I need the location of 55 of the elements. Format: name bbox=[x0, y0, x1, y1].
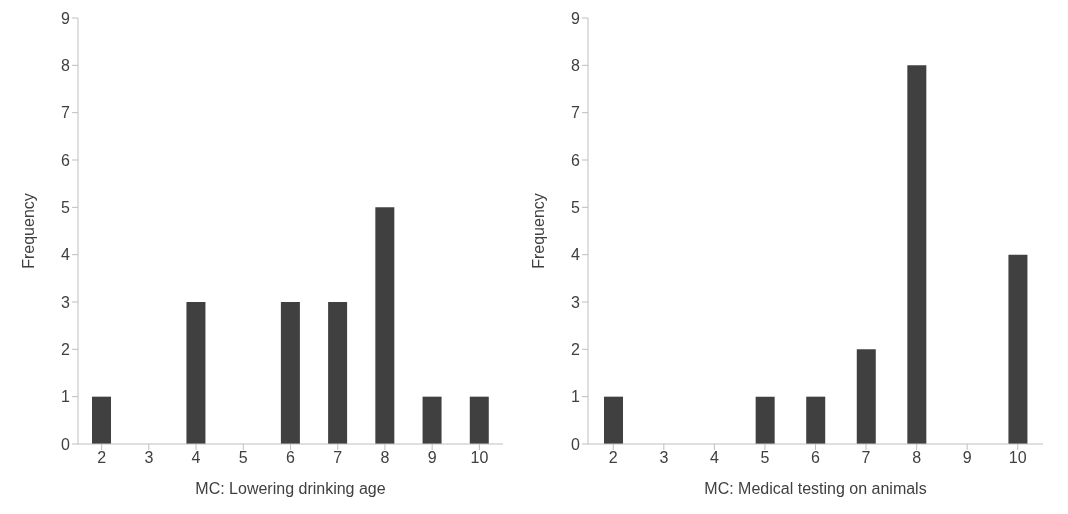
y-axis-title: Frequency bbox=[529, 193, 547, 269]
bar bbox=[328, 302, 348, 444]
bar bbox=[422, 396, 442, 444]
y-tick-label: 1 bbox=[571, 388, 581, 406]
x-tick-label: 6 bbox=[811, 449, 821, 467]
x-tick-label: 4 bbox=[191, 449, 201, 467]
y-tick-label: 0 bbox=[571, 435, 581, 453]
y-tick-label: 4 bbox=[61, 246, 71, 264]
y-tick-label: 7 bbox=[571, 104, 581, 122]
y-tick-label: 2 bbox=[61, 341, 71, 359]
y-tick-label: 2 bbox=[571, 341, 581, 359]
y-tick-label: 5 bbox=[61, 199, 71, 217]
bar bbox=[280, 302, 300, 444]
bar bbox=[1008, 254, 1028, 444]
x-tick-label: 2 bbox=[608, 449, 618, 467]
bar bbox=[375, 207, 395, 444]
y-tick-label: 6 bbox=[61, 151, 71, 169]
y-tick-label: 9 bbox=[61, 9, 71, 27]
y-tick-label: 8 bbox=[61, 57, 71, 75]
x-tick-label: 3 bbox=[659, 449, 669, 467]
y-tick-label: 0 bbox=[61, 435, 71, 453]
x-tick-label: 9 bbox=[962, 449, 972, 467]
x-tick-label: 4 bbox=[709, 449, 719, 467]
y-tick-label: 4 bbox=[571, 246, 581, 264]
x-tick-label: 9 bbox=[427, 449, 437, 467]
y-tick-label: 9 bbox=[571, 9, 581, 27]
x-tick-label: 3 bbox=[144, 449, 154, 467]
y-tick-label: 5 bbox=[571, 199, 581, 217]
bar bbox=[856, 349, 876, 444]
x-tick-label: 5 bbox=[760, 449, 770, 467]
bar bbox=[755, 396, 775, 444]
bar bbox=[92, 396, 111, 444]
y-tick-label: 3 bbox=[571, 293, 581, 311]
bar bbox=[604, 396, 623, 444]
x-tick-label: 7 bbox=[333, 449, 343, 467]
y-tick-label: 6 bbox=[571, 151, 581, 169]
bar bbox=[907, 65, 927, 444]
y-tick-label: 8 bbox=[571, 57, 581, 75]
y-tick-label: 1 bbox=[61, 388, 71, 406]
x-axis-title: MC: Lowering drinking age bbox=[195, 480, 386, 497]
bar bbox=[469, 396, 489, 444]
bar bbox=[806, 396, 826, 444]
x-tick-label: 7 bbox=[861, 449, 871, 467]
x-tick-label: 8 bbox=[380, 449, 390, 467]
bar bbox=[186, 302, 206, 444]
x-tick-label: 8 bbox=[912, 449, 922, 467]
x-tick-label: 6 bbox=[286, 449, 296, 467]
y-tick-label: 7 bbox=[61, 104, 71, 122]
x-axis-title: MC: Medical testing on animals bbox=[704, 480, 927, 497]
x-tick-label: 10 bbox=[470, 449, 489, 467]
y-tick-label: 3 bbox=[61, 293, 71, 311]
x-tick-label: 5 bbox=[238, 449, 248, 467]
x-tick-label: 10 bbox=[1008, 449, 1027, 467]
x-tick-label: 2 bbox=[97, 449, 107, 467]
y-axis-title: Frequency bbox=[19, 193, 37, 269]
